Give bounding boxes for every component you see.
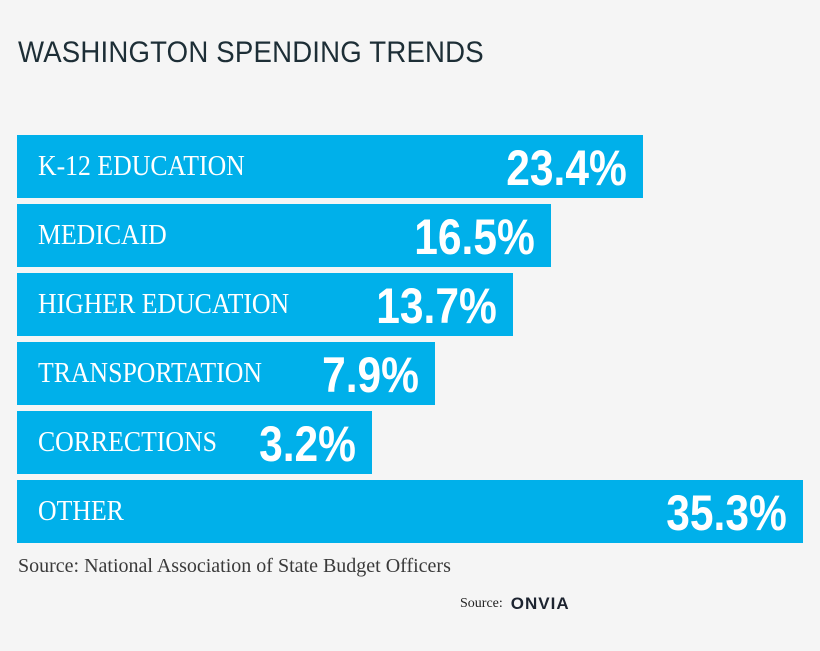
data-label: 16.5% bbox=[414, 209, 535, 265]
data-label: 3.2% bbox=[259, 416, 356, 472]
logo-text: ONVIA bbox=[510, 594, 570, 613]
data-label: 23.4% bbox=[506, 140, 628, 196]
data-label: 35.3% bbox=[666, 485, 788, 541]
bar-label: HIGHER EDUCATION bbox=[38, 289, 290, 320]
bar: MEDICAID 16.5% bbox=[17, 204, 551, 267]
data-label: 7.9% bbox=[322, 347, 420, 403]
onvia-logo: ONVIA bbox=[511, 594, 570, 614]
credit: Source: ONVIA bbox=[460, 594, 570, 614]
credit-label: Source: bbox=[460, 596, 503, 611]
bar: OTHER 35.3% bbox=[17, 480, 804, 543]
source-note: Source: National Association of State Bu… bbox=[18, 555, 451, 577]
bar: HIGHER EDUCATION 13.7% bbox=[17, 273, 513, 336]
bar-label: TRANSPORTATION bbox=[38, 358, 262, 389]
data-label: 13.7% bbox=[376, 278, 497, 334]
bar: TRANSPORTATION 7.9% bbox=[17, 342, 436, 405]
bar-label: K-12 EDUCATION bbox=[38, 151, 245, 182]
bar-label: OTHER bbox=[38, 496, 124, 527]
chart-title: WASHINGTON SPENDING TRENDS bbox=[18, 36, 484, 69]
bar: K-12 EDUCATION 23.4% bbox=[17, 135, 644, 198]
bar-label: CORRECTIONS bbox=[38, 427, 217, 458]
bar-label: MEDICAID bbox=[38, 220, 167, 251]
bar: CORRECTIONS 3.2% bbox=[17, 411, 372, 474]
